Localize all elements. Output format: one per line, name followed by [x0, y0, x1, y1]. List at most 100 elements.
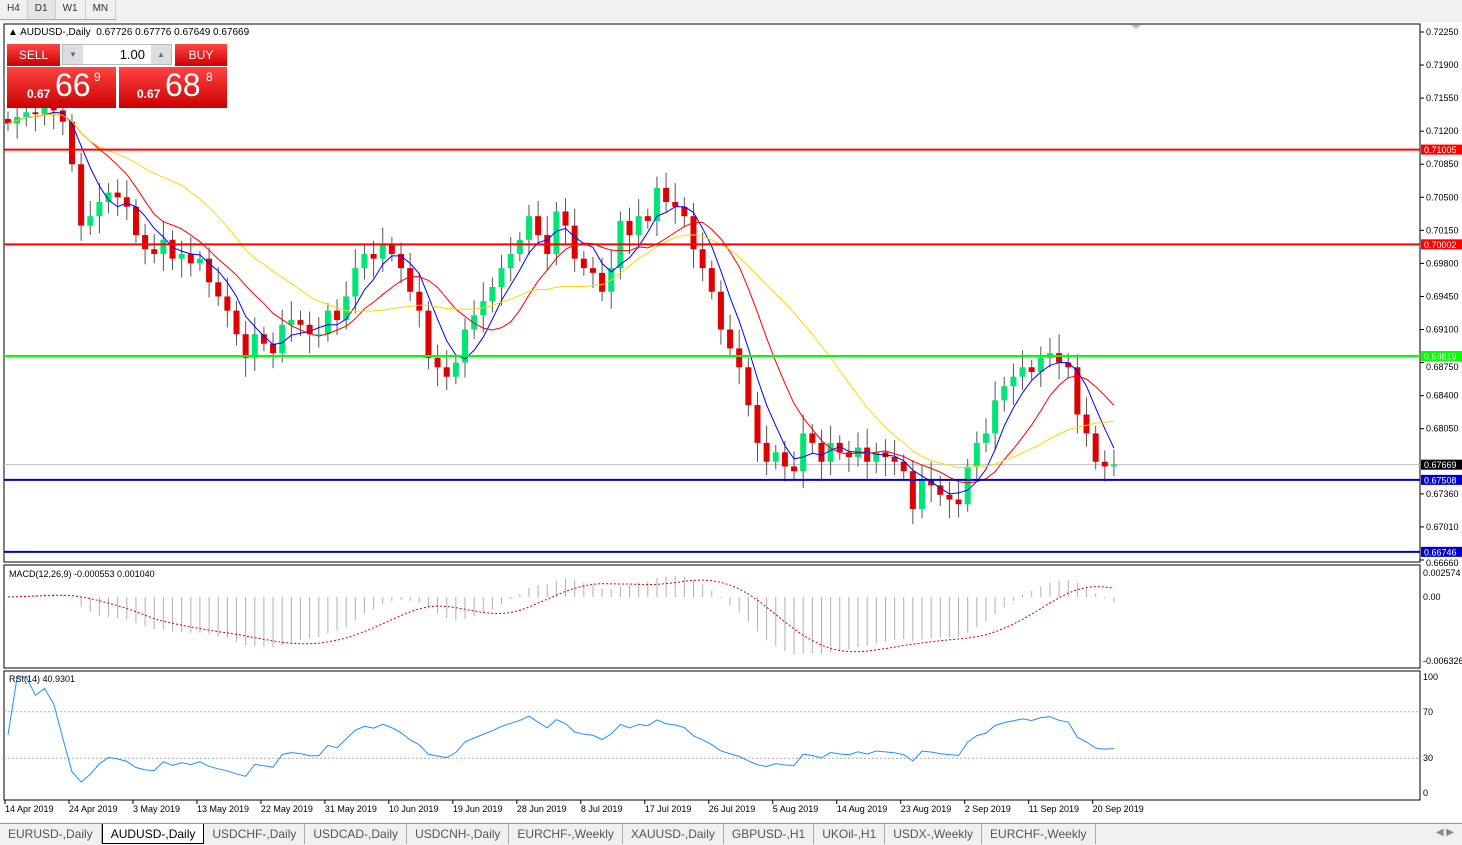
sell-price[interactable]: 0.67 66 9: [7, 67, 116, 108]
candle-down: [233, 310, 240, 335]
buy-price-big: 68: [165, 67, 201, 103]
chart-tab[interactable]: EURCHF-,Weekly: [509, 824, 623, 844]
tf-h4[interactable]: H4: [0, 0, 28, 19]
candle-down: [407, 268, 414, 292]
tab-scroll-arrows[interactable]: ◀ ▶: [1435, 827, 1454, 838]
candle-down: [306, 324, 313, 335]
chart-header: ▲ AUDUSD-,Daily 0.67726 0.67776 0.67649 …: [8, 27, 250, 38]
candle-up: [178, 253, 185, 259]
candle-up: [507, 253, 514, 269]
chart-tab[interactable]: EURUSD-,Daily: [0, 824, 102, 844]
price-tick-label: 0.72250: [1426, 27, 1459, 37]
macd-tick-label: 0.002574: [1423, 568, 1461, 578]
candle-down: [791, 466, 798, 472]
buy-price[interactable]: 0.67 68 8: [119, 67, 227, 108]
candle-up: [800, 433, 807, 472]
candle-down: [909, 471, 916, 509]
volume-stepper[interactable]: ▼ 1.00 ▲: [62, 44, 172, 65]
chart-tab[interactable]: UKOil-,H1: [814, 824, 886, 844]
tf-mn[interactable]: MN: [86, 0, 117, 19]
candle-down: [809, 433, 816, 443]
candle-down: [644, 216, 651, 221]
candle-up: [516, 239, 523, 254]
date-label: 22 May 2019: [261, 804, 313, 814]
candle-up: [41, 107, 48, 115]
candle-down: [443, 367, 450, 377]
tf-w1[interactable]: W1: [56, 0, 86, 19]
candle-up: [23, 112, 30, 118]
candle-down: [699, 249, 706, 269]
date-label: 5 Aug 2019: [773, 804, 819, 814]
chart-tab[interactable]: USDX-,Weekly: [885, 824, 983, 844]
buy-button[interactable]: BUY: [175, 44, 227, 66]
date-label: 2 Sep 2019: [965, 804, 1011, 814]
candle-up: [919, 480, 925, 509]
rsi-tick-label: 30: [1423, 753, 1433, 763]
candle-up: [251, 334, 258, 358]
price-tick-label: 0.66660: [1426, 558, 1459, 568]
candle-down: [818, 442, 825, 462]
candle-down: [1065, 362, 1072, 368]
candle-down: [169, 239, 176, 259]
chart-tab[interactable]: EURCHF-,Weekly: [982, 824, 1096, 844]
candle-up: [279, 324, 286, 354]
sell-button[interactable]: SELL: [7, 44, 60, 66]
decrease-volume-icon[interactable]: ▼: [63, 45, 83, 64]
increase-volume-icon[interactable]: ▲: [151, 45, 171, 64]
date-label: 10 Jun 2019: [389, 804, 439, 814]
buy-price-prefix: 0.67: [137, 87, 161, 101]
price-tick-label: 0.70150: [1426, 225, 1459, 235]
level-price-label: 0.70002: [1424, 240, 1457, 250]
candle-up: [827, 442, 834, 462]
candle-down: [580, 258, 587, 269]
chart-tab[interactable]: USDCNH-,Daily: [407, 824, 510, 844]
candle-down: [690, 216, 697, 250]
candle-down: [1074, 367, 1081, 415]
candle-down: [187, 253, 194, 264]
chart-tab[interactable]: GBPUSD-,H1: [724, 824, 815, 844]
ohlc-values: 0.67726 0.67776 0.67649 0.67669: [96, 27, 250, 38]
chart-tab[interactable]: USDCAD-,Daily: [305, 824, 408, 844]
candle-up: [1010, 376, 1017, 387]
level-price-label: 0.66746: [1424, 547, 1457, 557]
candle-down: [242, 334, 249, 358]
chart-tab[interactable]: USDCHF-,Daily: [204, 824, 306, 844]
chart-tab[interactable]: XAUUSD-,Daily: [623, 824, 724, 844]
candle-up: [196, 258, 203, 264]
candle-up: [288, 320, 295, 325]
price-tick-label: 0.68400: [1426, 391, 1459, 401]
rsi-panel: [3, 670, 1421, 801]
candle-down: [370, 253, 377, 259]
price-tick-label: 0.71550: [1426, 93, 1459, 103]
candle-down: [681, 206, 688, 217]
volume-input[interactable]: 1.00: [119, 47, 145, 62]
candle-up: [452, 362, 459, 377]
candle-down: [114, 192, 121, 198]
candle-down: [151, 249, 158, 254]
candle-down: [864, 447, 871, 462]
date-label: 17 Jul 2019: [645, 804, 692, 814]
date-label: 8 Jul 2019: [581, 804, 623, 814]
candle-down: [955, 499, 962, 505]
date-label: 13 May 2019: [197, 804, 249, 814]
candle-down: [334, 310, 341, 321]
candle-down: [708, 268, 715, 292]
candle-up: [498, 268, 505, 288]
candle-up: [489, 287, 496, 302]
candle-up: [160, 239, 167, 254]
candle-up: [343, 296, 350, 321]
candle-down: [1083, 414, 1090, 434]
candle-up: [553, 211, 560, 254]
chart-tab-active[interactable]: AUDUSD-,Daily: [101, 824, 205, 844]
tf-d1[interactable]: D1: [27, 0, 56, 19]
candle-up: [324, 310, 331, 335]
date-label: 14 Aug 2019: [837, 804, 888, 814]
level-price-label: 0.71005: [1424, 145, 1457, 155]
date-label: 28 Jun 2019: [517, 804, 567, 814]
candle-down: [5, 118, 11, 124]
price-tick-label: 0.69450: [1426, 291, 1459, 301]
level-price-label: 0.68819: [1424, 352, 1457, 362]
price-chart[interactable]: 0.72250 0.71900 0.71550 0.71200 0.70850 0.705…: [0, 22, 1462, 822]
candle-down: [1092, 433, 1099, 462]
date-label: 23 Aug 2019: [901, 804, 952, 814]
